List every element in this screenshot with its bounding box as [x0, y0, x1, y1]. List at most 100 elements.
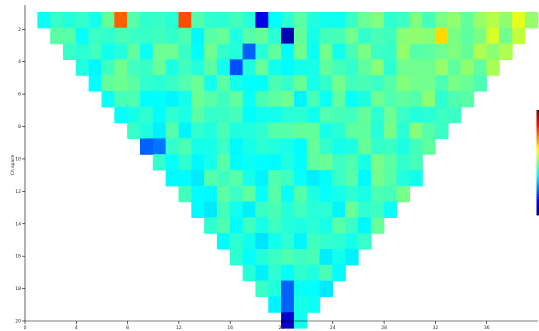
heatmap-cell — [50, 12, 64, 29]
heatmap-cell — [319, 170, 334, 187]
heatmap-cell — [101, 91, 115, 108]
heatmap-cell — [229, 249, 244, 266]
heatmap-cell — [345, 138, 359, 155]
colorbar-step — [536, 165, 539, 169]
heatmap-cell — [268, 75, 282, 92]
heatmap-cell — [422, 106, 436, 124]
heatmap-cell — [293, 170, 308, 187]
heatmap-cell — [204, 170, 218, 187]
heatmap-cell — [396, 43, 410, 60]
heatmap-cell — [242, 75, 257, 92]
heatmap-cell — [306, 43, 321, 60]
heatmap-cell — [178, 122, 192, 139]
heatmap-cell — [306, 201, 321, 218]
heatmap-cell — [139, 75, 154, 92]
heatmap-cell — [306, 185, 321, 203]
heatmap-cell — [191, 138, 205, 155]
heatmap-cell — [204, 106, 218, 124]
heatmap-cell — [229, 43, 244, 60]
heatmap-cell — [139, 43, 154, 60]
colorbar-step — [536, 180, 539, 184]
heatmap-cell — [306, 138, 321, 155]
heatmap-cell — [204, 185, 218, 203]
heatmap-cell — [281, 122, 295, 139]
colorbar-step — [536, 191, 539, 195]
heatmap-cell — [204, 217, 218, 234]
heatmap-cell — [332, 154, 346, 171]
colorbar-step — [536, 212, 539, 216]
heatmap-cell — [255, 75, 269, 92]
heatmap-cell — [204, 59, 218, 76]
heatmap-cell — [268, 264, 282, 282]
heatmap-cell — [293, 154, 308, 171]
heatmap-cell — [255, 122, 269, 139]
heatmap-cell — [409, 27, 423, 45]
heatmap-cell — [358, 91, 372, 108]
heatmap-cell — [191, 185, 205, 203]
heatmap-cell — [139, 138, 154, 155]
heatmap-cell — [165, 91, 180, 108]
heatmap-cell — [319, 264, 334, 282]
heatmap-cell — [114, 12, 128, 29]
heatmap-cell — [255, 27, 269, 45]
heatmap-cell — [345, 233, 359, 250]
heatmap-cell — [165, 12, 180, 29]
heatmap-cell — [293, 185, 308, 203]
heatmap-cell — [165, 106, 180, 124]
heatmap-cell — [114, 75, 128, 92]
heatmap-cell — [229, 59, 244, 76]
heatmap-cell — [447, 43, 462, 60]
heatmap-cell — [345, 249, 359, 266]
heatmap-cell — [332, 249, 346, 266]
heatmap-cell — [191, 106, 205, 124]
colorbar-step — [536, 159, 539, 163]
y-tick-label: 12 — [15, 189, 21, 195]
heatmap-cell — [358, 59, 372, 76]
heatmap-cell — [486, 12, 500, 29]
heatmap-cell — [242, 264, 257, 282]
heatmap-cell — [165, 43, 180, 60]
heatmap-cell — [370, 170, 385, 187]
heatmap-cell — [268, 217, 282, 234]
heatmap-cell — [306, 249, 321, 266]
heatmap-cell — [460, 43, 475, 60]
heatmap-cell — [255, 106, 269, 124]
heatmap-cell — [216, 12, 231, 29]
heatmap-cell — [178, 27, 192, 45]
heatmap-cell — [396, 122, 410, 139]
heatmap-cell — [242, 170, 257, 187]
heatmap-cell — [229, 106, 244, 124]
heatmap-cell — [383, 154, 398, 171]
heatmap-cell — [319, 154, 334, 171]
heatmap-cell — [204, 138, 218, 155]
heatmap-cell — [242, 122, 257, 139]
heatmap-cell — [178, 91, 192, 108]
heatmap-cell — [370, 154, 385, 171]
heatmap-cell — [204, 27, 218, 45]
heatmap-cell — [383, 27, 398, 45]
heatmap-cell — [268, 59, 282, 76]
heatmap-cell — [409, 170, 423, 187]
colorbar-step — [536, 207, 539, 211]
heatmap-cell — [319, 91, 334, 108]
heatmap-cell — [268, 249, 282, 266]
heatmap-cell — [499, 43, 513, 60]
heatmap-cell — [447, 12, 462, 29]
heatmap-cell — [396, 138, 410, 155]
heatmap-cell — [281, 217, 295, 234]
heatmap-cell — [281, 59, 295, 76]
heatmap-cell — [229, 122, 244, 139]
heatmap-cell — [242, 217, 257, 234]
heatmap-cell — [306, 122, 321, 139]
heatmap-cell — [383, 59, 398, 76]
heatmap-cell — [191, 43, 205, 60]
heatmap-cell — [204, 75, 218, 92]
heatmap-cell — [293, 43, 308, 60]
x-tick-label: 0 — [24, 325, 27, 331]
heatmap-cell — [152, 154, 167, 171]
heatmap-cell — [319, 122, 334, 139]
y-tick-label: 4 — [18, 59, 21, 65]
heatmap-cell — [293, 233, 308, 250]
heatmap-cell — [383, 106, 398, 124]
heatmap-cell — [255, 59, 269, 76]
